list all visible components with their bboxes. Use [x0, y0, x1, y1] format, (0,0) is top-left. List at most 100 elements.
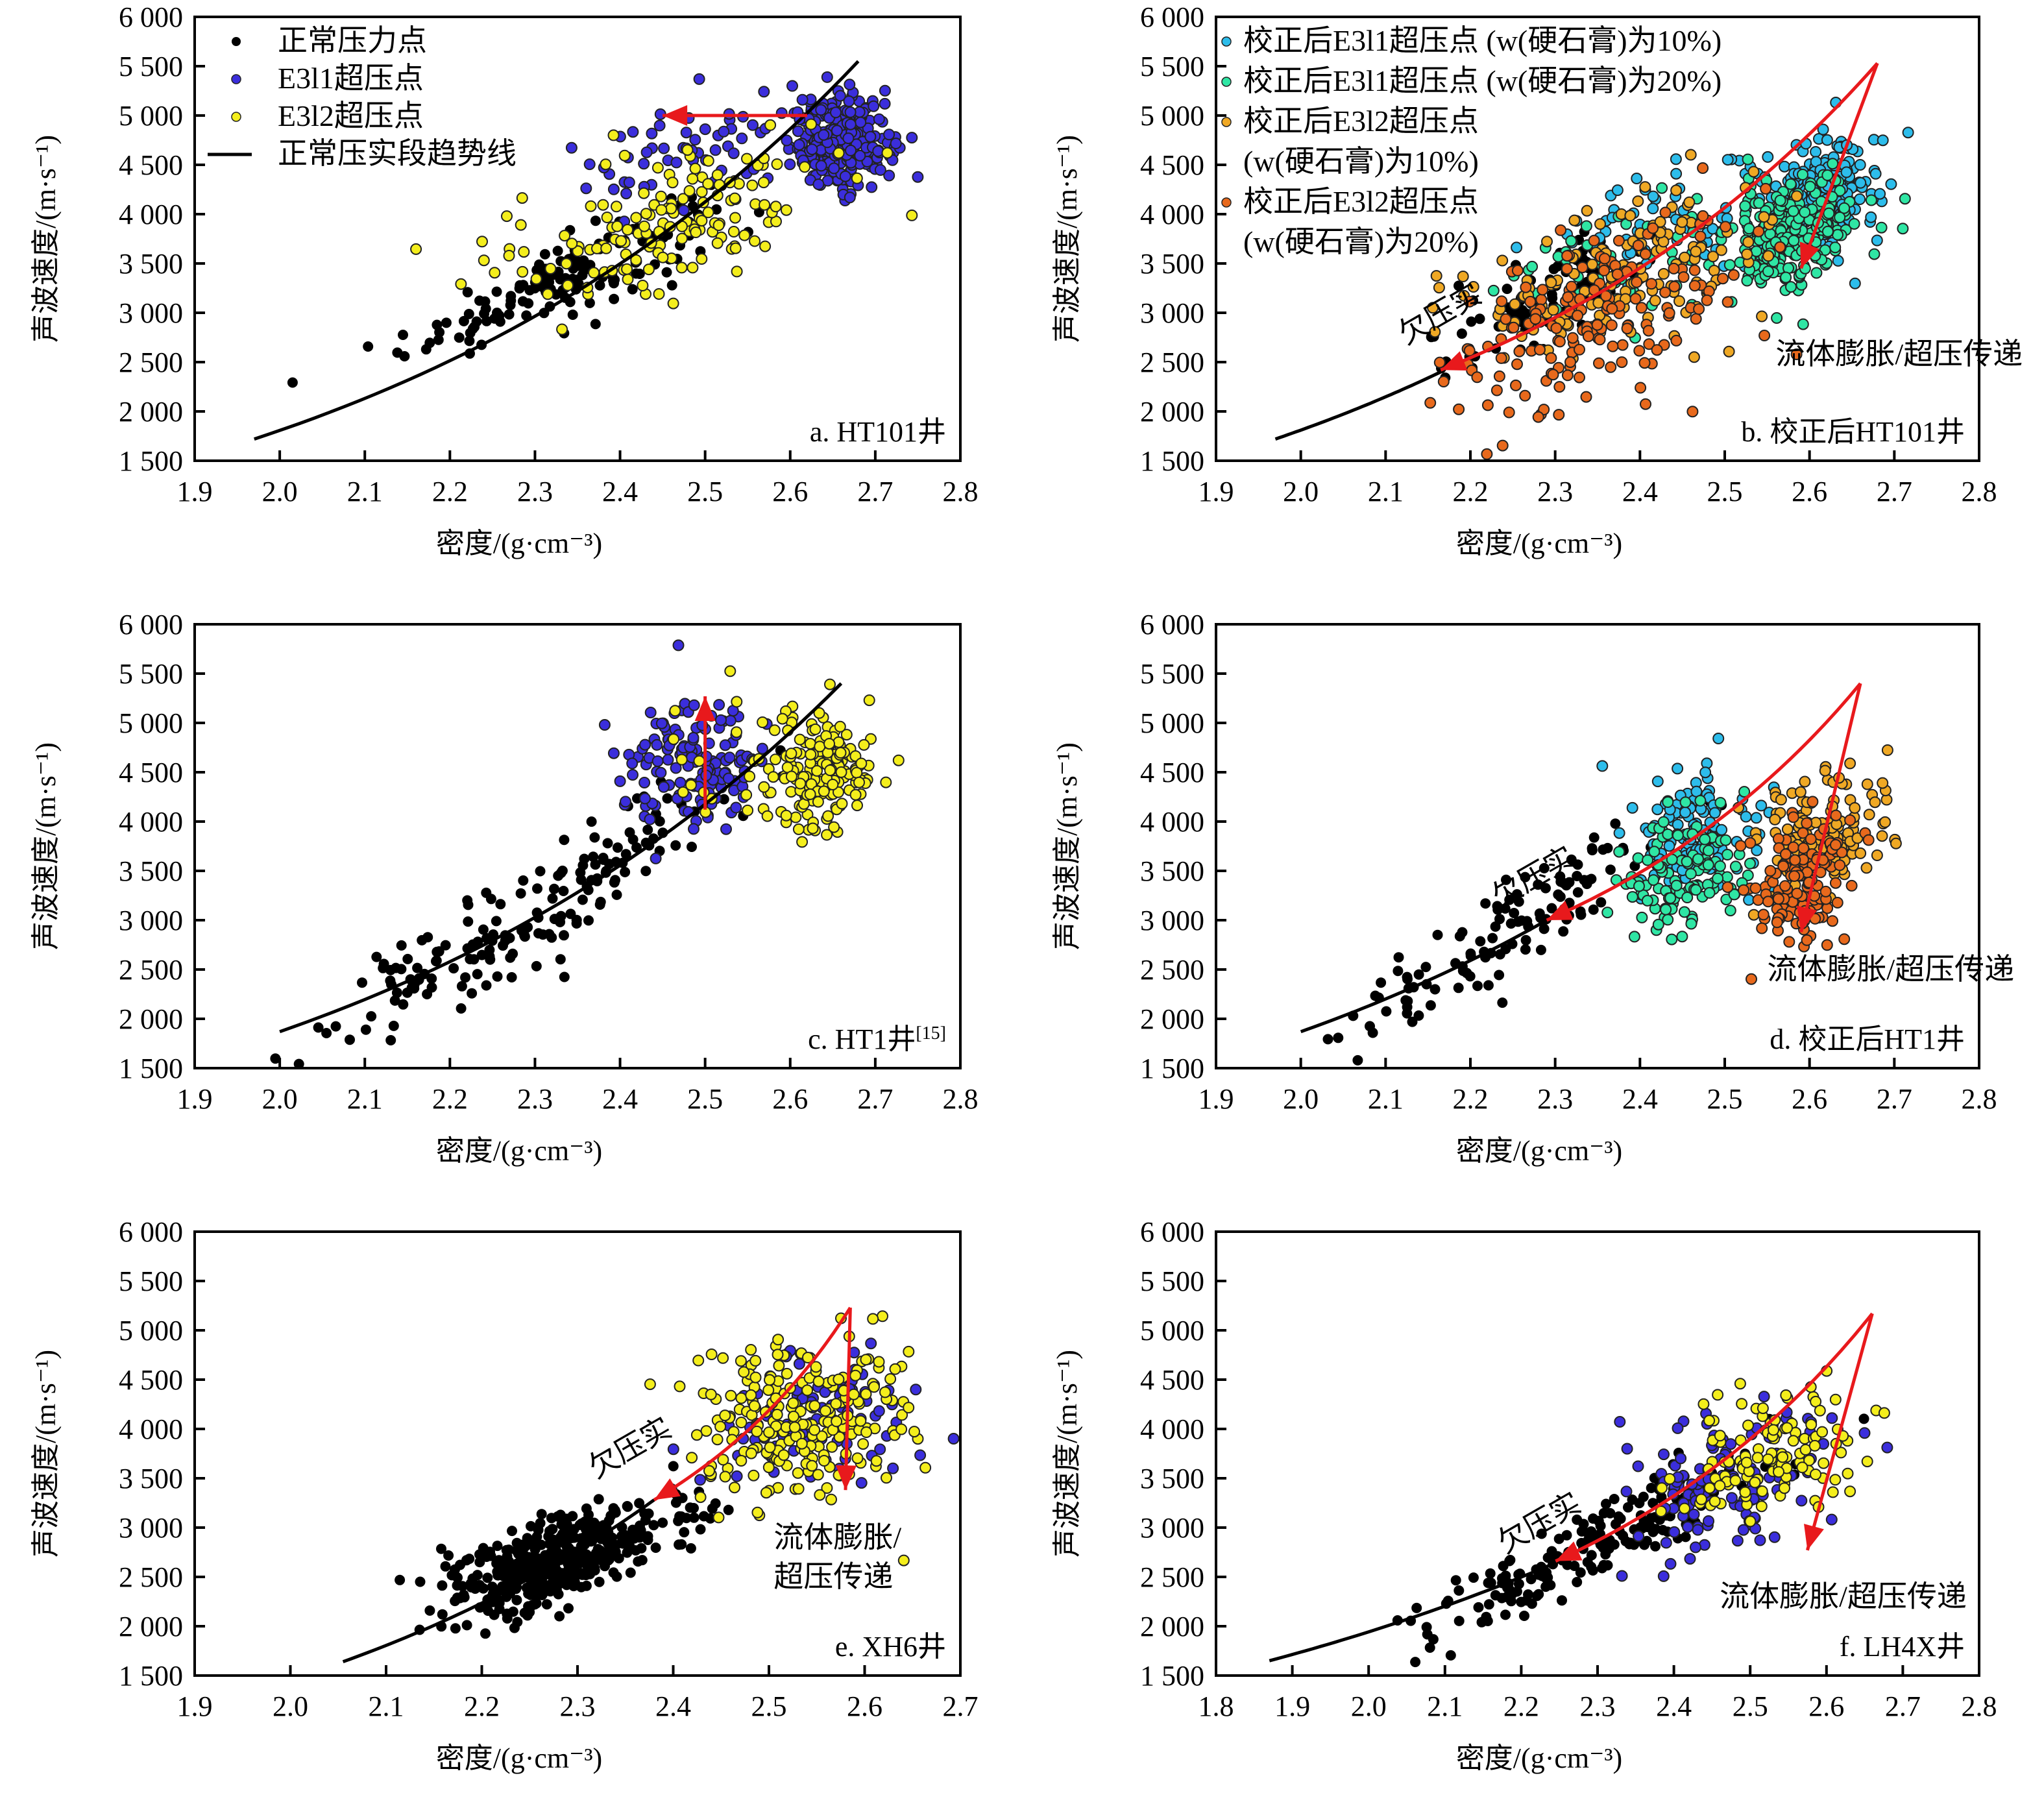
data-point — [588, 267, 600, 279]
data-point — [677, 786, 689, 798]
scatter-points — [1322, 733, 1902, 1066]
data-point — [398, 999, 409, 1010]
data-point — [693, 73, 705, 85]
data-point — [897, 1554, 910, 1567]
y-tick-label: 4 000 — [119, 199, 183, 230]
data-point — [321, 1028, 332, 1038]
data-point — [1760, 182, 1772, 195]
data-point — [466, 1582, 477, 1592]
data-point — [1756, 922, 1768, 934]
arrow-line — [1799, 62, 1879, 269]
data-point — [896, 1409, 908, 1421]
data-point — [1598, 264, 1610, 276]
data-point — [598, 719, 611, 731]
data-point — [715, 714, 727, 726]
data-point — [834, 747, 847, 759]
data-point — [1672, 762, 1684, 775]
data-point — [1834, 212, 1846, 223]
data-point — [879, 1386, 891, 1398]
data-point — [821, 829, 833, 841]
data-point — [504, 1544, 515, 1555]
data-point — [642, 824, 653, 835]
data-point — [1738, 884, 1749, 896]
data-point — [648, 1520, 659, 1531]
data-point — [1591, 319, 1603, 331]
data-point — [456, 1003, 467, 1014]
trend-line — [342, 1498, 655, 1664]
data-point — [1764, 864, 1777, 877]
panel-label: a. HT101井 — [810, 416, 946, 448]
data-point — [1771, 916, 1783, 929]
data-point — [1430, 270, 1442, 282]
series-E3l2 — [644, 1310, 932, 1567]
data-point — [1558, 926, 1569, 937]
data-point — [441, 317, 452, 328]
data-point — [584, 297, 595, 308]
data-point — [680, 127, 692, 139]
legend-dot-icon — [1221, 197, 1232, 208]
x-axis-title: 密度/(g·cm⁻³) — [436, 528, 602, 559]
data-point — [552, 245, 563, 256]
data-point — [712, 219, 725, 232]
data-point — [1465, 948, 1476, 959]
data-point — [698, 1511, 709, 1522]
data-point — [1632, 1460, 1644, 1472]
data-point — [1647, 222, 1659, 234]
data-point — [1736, 1398, 1748, 1410]
data-point — [603, 1555, 614, 1566]
data-point — [1656, 182, 1668, 194]
data-point — [699, 123, 711, 136]
x-tick-label: 2.8 — [943, 476, 979, 507]
x-tick-label: 2.7 — [857, 1083, 893, 1115]
data-point — [1430, 984, 1441, 995]
data-point — [1739, 1486, 1751, 1498]
data-point — [873, 113, 885, 125]
data-point — [609, 1505, 620, 1516]
data-point — [1612, 234, 1625, 247]
legend-label: E3l2超压点 — [278, 99, 424, 132]
data-point — [1550, 322, 1563, 334]
x-tick-label: 2.5 — [1707, 1083, 1743, 1115]
data-point — [1413, 969, 1424, 980]
data-point — [1797, 827, 1809, 839]
x-axis-title: 密度/(g·cm⁻³) — [1456, 1135, 1622, 1167]
x-tick-label: 2.5 — [751, 1690, 787, 1722]
data-point — [1495, 352, 1507, 364]
x-tick-label: 2.7 — [1885, 1690, 1921, 1722]
scatter-points — [287, 71, 924, 388]
data-point — [1821, 134, 1833, 146]
data-point — [792, 1467, 804, 1479]
data-point — [385, 1035, 396, 1045]
data-point — [501, 1591, 512, 1602]
data-point — [518, 246, 530, 258]
data-point — [834, 90, 846, 102]
data-point — [1777, 860, 1790, 872]
data-point — [437, 1609, 448, 1620]
data-point — [867, 1313, 879, 1325]
series-E3l1 — [598, 639, 773, 864]
trend-line — [1269, 1559, 1561, 1663]
y-tick-label: 4 500 — [119, 1364, 183, 1396]
data-point — [1744, 837, 1757, 849]
data-point — [1746, 973, 1757, 985]
x-axis-title: 密度/(g·cm⁻³) — [436, 1135, 602, 1167]
series-E3l1_20 — [1487, 153, 1911, 344]
legend-dot-icon — [231, 112, 241, 122]
data-point — [1703, 1415, 1716, 1427]
data-point — [575, 1557, 586, 1568]
data-point — [1526, 1598, 1537, 1609]
data-point — [524, 285, 535, 296]
data-point — [1877, 777, 1889, 789]
data-point — [463, 916, 474, 927]
data-point — [1827, 915, 1838, 927]
data-point — [889, 1363, 901, 1375]
x-tick-label: 2.2 — [464, 1690, 500, 1722]
data-point — [780, 204, 792, 216]
data-point — [1588, 234, 1600, 247]
data-point — [868, 100, 880, 112]
legend-item: E3l2超压点 — [231, 99, 424, 132]
y-axis-title: 声波速度/(m·s⁻¹) — [1051, 742, 1083, 950]
data-point — [1810, 267, 1823, 279]
data-point — [780, 809, 792, 822]
data-point — [1322, 1034, 1333, 1045]
